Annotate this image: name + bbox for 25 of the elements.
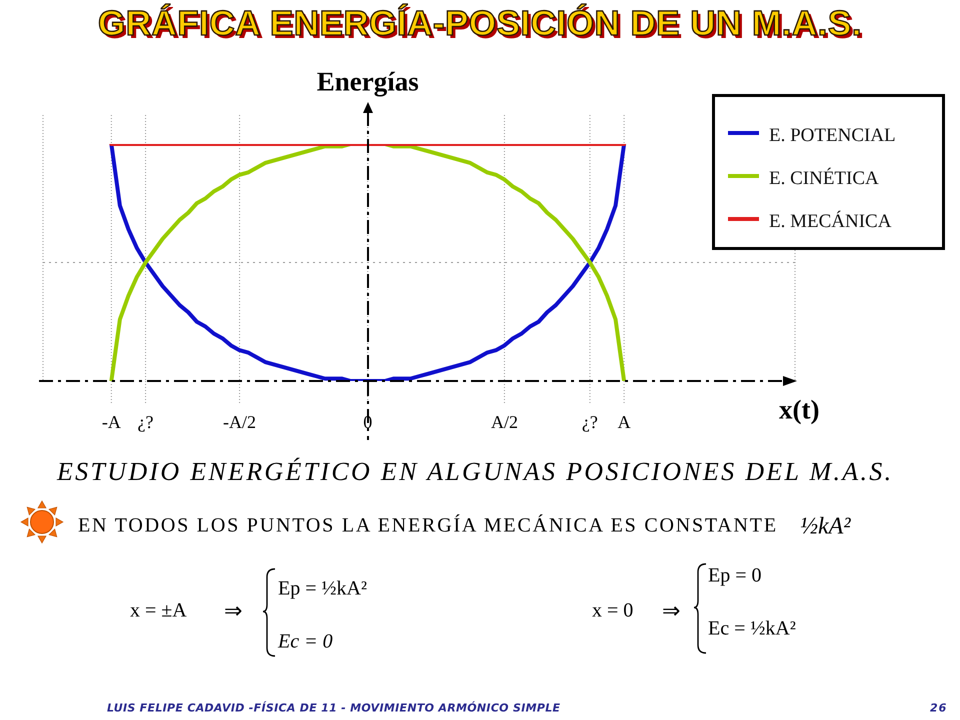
text: Ec = 0 <box>278 630 333 652</box>
x-axis-title: x(t) <box>779 394 820 424</box>
text: x = 0 <box>592 600 634 622</box>
text: Ec = ½kA² <box>708 618 796 640</box>
y-axis-title: Energías <box>316 66 419 96</box>
x-tick-label: A/2 <box>490 412 518 432</box>
text: ⇒ <box>224 598 242 623</box>
x-tick-label: -A/2 <box>223 412 256 432</box>
x-tick-label: ¿? <box>138 412 154 432</box>
text: LUIS FELIPE CADAVID -FÍSICA DE 11 - MOVIMIENTO ARMÓNICO SIMPLE <box>107 702 560 714</box>
text: Ep = ½kA² <box>278 578 367 600</box>
text: Ep = 0 <box>708 564 762 586</box>
legend-label: E. MECÁNICA <box>769 210 892 232</box>
x-tick-label: -A <box>102 412 121 432</box>
chart-title: GRÁFICA ENERGÍA-POSICIÓN DE UN M.A.S. <box>98 4 862 43</box>
text: EN TODOS LOS PUNTOS LA ENERGÍA MECÁNICA ES CONSTANTE <box>78 514 778 536</box>
text: 26 <box>930 702 948 714</box>
text: ⇒ <box>662 598 680 623</box>
legend-label: E. POTENCIAL <box>769 124 896 146</box>
text: ESTUDIO ENERGÉTICO EN ALGUNAS POSICIONES DEL M.A.S. <box>57 457 894 486</box>
text: x = ±A <box>130 600 187 622</box>
legend-label: E. CINÉTICA <box>769 168 879 188</box>
x-tick-label: A <box>618 412 631 432</box>
x-tick-label: ¿? <box>582 412 598 432</box>
text: ½kA² <box>800 514 851 540</box>
